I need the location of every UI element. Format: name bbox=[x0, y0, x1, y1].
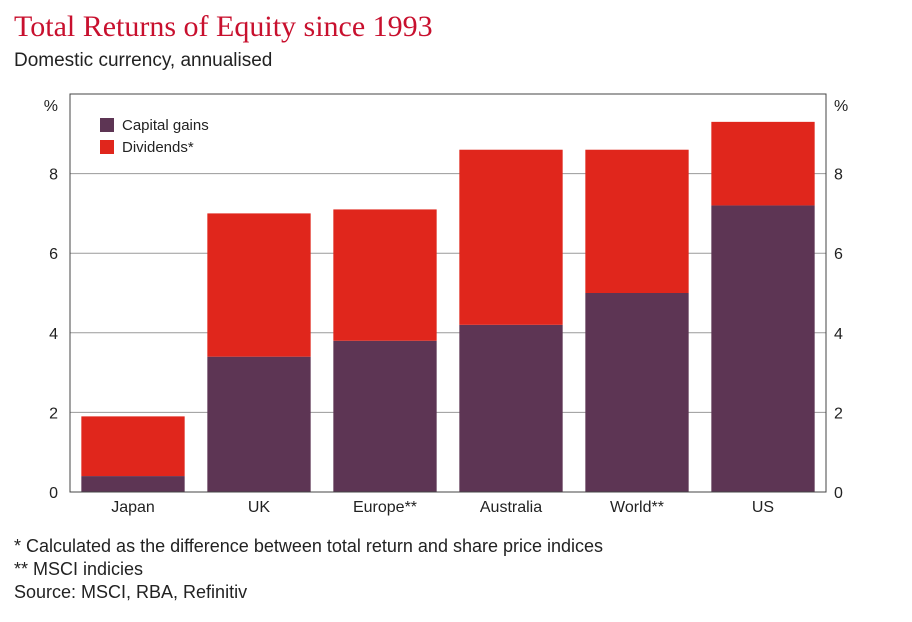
y-tick-label-left: 2 bbox=[49, 405, 58, 422]
legend-label: Dividends* bbox=[122, 139, 194, 156]
y-tick-label-left: 6 bbox=[49, 246, 58, 263]
bar-dividends bbox=[207, 213, 311, 357]
x-tick-label: Japan bbox=[111, 499, 155, 516]
chart-title: Total Returns of Equity since 1993 bbox=[14, 10, 433, 43]
bar-dividends bbox=[585, 149, 689, 293]
x-tick-label: World** bbox=[610, 499, 664, 516]
bar-capital-gains bbox=[585, 293, 689, 492]
y-tick-label-right: 4 bbox=[834, 326, 843, 343]
y-tick-label-left: 4 bbox=[49, 326, 58, 343]
y-tick-label-right: 2 bbox=[834, 405, 843, 422]
bar-dividends bbox=[459, 149, 563, 325]
bar-capital-gains bbox=[333, 340, 437, 492]
x-tick-label: Australia bbox=[480, 499, 542, 516]
bar-capital-gains bbox=[207, 356, 311, 492]
chart-subtitle: Domestic currency, annualised bbox=[14, 50, 273, 71]
footnote-msci: ** MSCI indicies bbox=[14, 559, 144, 579]
legend-swatch-capital-gains bbox=[100, 118, 114, 132]
y-tick-label-left: 8 bbox=[49, 167, 58, 184]
bar-capital-gains bbox=[711, 205, 815, 492]
y-tick-label-left: 0 bbox=[49, 485, 58, 502]
bar-capital-gains bbox=[459, 324, 563, 492]
x-tick-label: US bbox=[752, 499, 774, 516]
x-tick-label: Europe** bbox=[353, 499, 417, 516]
plot-frame bbox=[69, 93, 827, 493]
bar-dividends bbox=[81, 416, 185, 477]
y-tick-label-right: 8 bbox=[834, 167, 843, 184]
bar-capital-gains bbox=[81, 476, 185, 492]
x-tick-label: UK bbox=[248, 499, 271, 516]
bar-dividends bbox=[711, 121, 815, 206]
y-unit-label-left: % bbox=[44, 98, 58, 115]
bar-dividends bbox=[333, 209, 437, 341]
y-unit-label-right: % bbox=[834, 98, 848, 115]
footnote-source: Source: MSCI, RBA, Refinitiv bbox=[14, 582, 248, 602]
y-tick-label-right: 6 bbox=[834, 246, 843, 263]
legend-swatch-dividends bbox=[100, 140, 114, 154]
legend-label: Capital gains bbox=[122, 117, 209, 134]
y-tick-label-right: 0 bbox=[834, 485, 843, 502]
footnote-dividends: * Calculated as the difference between t… bbox=[14, 536, 604, 556]
footnotes: * Calculated as the difference between t… bbox=[14, 535, 603, 604]
